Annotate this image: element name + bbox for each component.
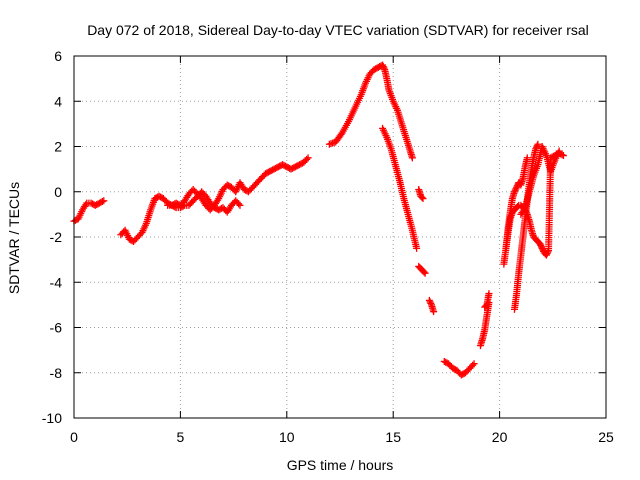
data-points <box>70 61 567 379</box>
data-point <box>510 188 518 196</box>
data-point <box>408 154 416 162</box>
data-point <box>523 154 531 162</box>
data-point <box>543 250 551 258</box>
x-axis-label: GPS time / hours <box>287 457 394 473</box>
data-point <box>419 195 427 203</box>
grid <box>74 56 606 418</box>
data-point <box>425 296 433 304</box>
data-point <box>544 248 552 256</box>
data-point <box>236 201 244 209</box>
x-tick-label: 20 <box>492 429 508 445</box>
y-tick-label: -8 <box>50 365 63 381</box>
data-point <box>539 246 547 254</box>
y-tick-label: 4 <box>54 93 62 109</box>
data-point <box>512 185 520 193</box>
data-point <box>513 183 521 191</box>
data-point <box>542 251 550 259</box>
data-point <box>555 147 563 155</box>
data-point <box>537 243 545 251</box>
data-point <box>171 203 179 211</box>
data-point <box>559 152 567 160</box>
data-point <box>532 145 540 153</box>
data-point <box>511 186 519 194</box>
data-point <box>413 244 421 252</box>
data-point <box>426 298 434 306</box>
data-point <box>532 143 540 151</box>
y-tick-label: 2 <box>54 139 62 155</box>
y-tick-label: 6 <box>54 48 62 64</box>
x-tick-label: 5 <box>177 429 185 445</box>
data-point <box>430 308 438 316</box>
x-tick-label: 15 <box>385 429 401 445</box>
data-point <box>421 269 429 277</box>
data-point <box>470 360 478 368</box>
data-point <box>235 200 243 208</box>
y-axis-label: SDTVAR / TECUs <box>6 182 22 294</box>
chart-title: Day 072 of 2018, Sidereal Day-to-day VTE… <box>87 22 589 38</box>
data-point <box>469 361 477 369</box>
y-tick-label: -10 <box>42 410 62 426</box>
data-point <box>420 268 428 276</box>
axis-ticks: 0 5 10 15 20 25 -10 -8 -6 -4 -2 0 2 4 6 <box>42 48 614 445</box>
x-tick-label: 10 <box>279 429 295 445</box>
data-point <box>482 302 490 310</box>
data-point <box>537 241 545 249</box>
x-tick-label: 0 <box>70 429 78 445</box>
data-point <box>536 240 544 248</box>
data-point <box>534 140 542 148</box>
data-point <box>379 63 387 71</box>
data-point <box>179 202 187 210</box>
y-tick-label: 0 <box>54 184 62 200</box>
x-tick-label: 25 <box>598 429 614 445</box>
data-point <box>538 244 546 252</box>
data-point <box>304 154 312 162</box>
data-point <box>427 299 435 307</box>
y-tick-label: -2 <box>50 229 63 245</box>
data-point <box>100 197 108 205</box>
data-point <box>533 142 541 150</box>
data-point <box>485 290 493 298</box>
y-tick-label: -4 <box>50 274 63 290</box>
data-point <box>379 61 387 69</box>
data-point <box>418 193 426 201</box>
data-point <box>303 155 311 163</box>
y-tick-label: -6 <box>50 320 63 336</box>
data-point <box>380 64 388 72</box>
data-point <box>98 198 106 206</box>
